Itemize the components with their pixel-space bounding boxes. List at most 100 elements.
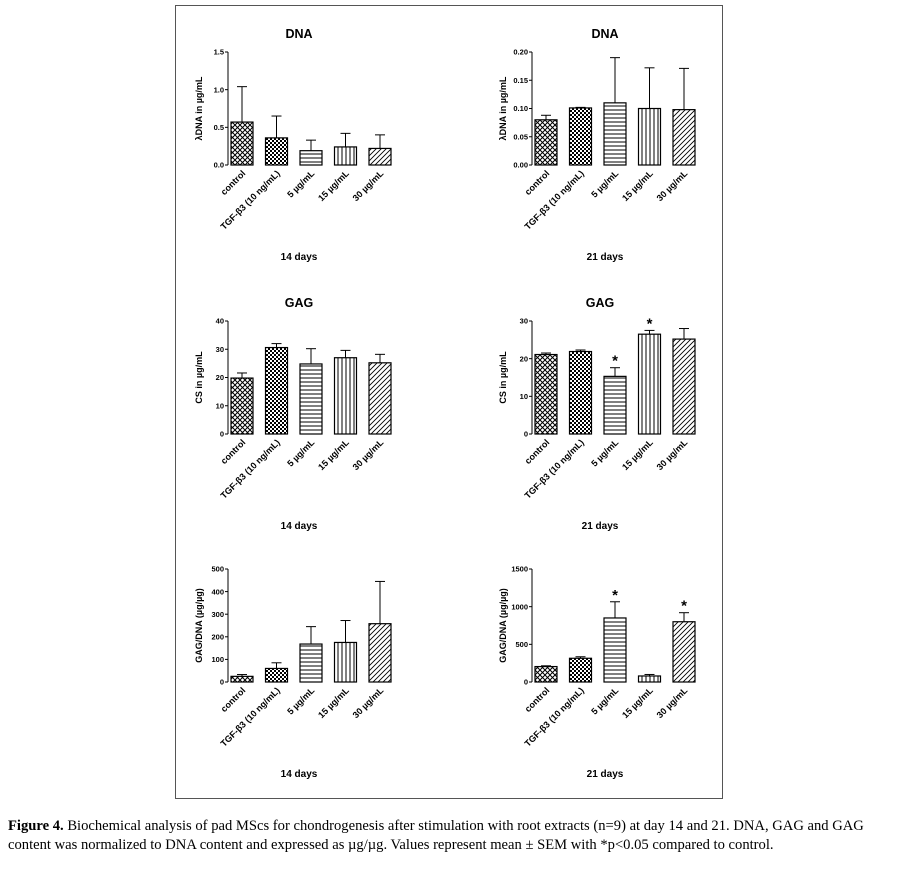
category-label: 5 µg/mL bbox=[589, 168, 621, 200]
bar bbox=[368, 147, 392, 166]
significance-marker: * bbox=[647, 315, 653, 332]
bar bbox=[333, 357, 358, 435]
category-label: 15 µg/mL bbox=[316, 168, 351, 203]
category-label: 30 µg/mL bbox=[655, 168, 690, 203]
bar bbox=[534, 119, 558, 166]
chart-title: GAG bbox=[586, 296, 614, 310]
y-tick-label: 0.0 bbox=[214, 161, 224, 170]
category-label: 15 µg/mL bbox=[620, 168, 655, 203]
y-tick-label: 0.05 bbox=[513, 132, 528, 141]
category-label: 15 µg/mL bbox=[620, 437, 655, 472]
bar bbox=[368, 623, 392, 683]
bar bbox=[637, 107, 662, 166]
y-tick-label: 20 bbox=[216, 373, 224, 382]
category-label: 5 µg/mL bbox=[285, 168, 317, 200]
y-axis-label: λDNA in µg/mL bbox=[498, 76, 508, 140]
y-tick-label: 0 bbox=[220, 678, 224, 687]
category-label: 5 µg/mL bbox=[285, 437, 317, 469]
y-axis-label: CS in µg/mL bbox=[194, 351, 204, 404]
bar bbox=[333, 641, 358, 683]
significance-marker: * bbox=[612, 587, 618, 604]
category-label: 5 µg/mL bbox=[589, 685, 621, 717]
y-tick-label: 0 bbox=[220, 430, 224, 439]
y-tick-label: 500 bbox=[211, 565, 224, 574]
bar bbox=[534, 353, 558, 435]
chart-gag-dna-21-days: 0 500 1000 1500 GAG/DNA (µg/µg) controlTGF-β3… bbox=[498, 565, 696, 780]
bar bbox=[264, 667, 289, 683]
category-label: 5 µg/mL bbox=[589, 437, 621, 469]
category-label: TGF-β3 (10 ng/mL) bbox=[523, 437, 586, 500]
bar bbox=[333, 146, 358, 166]
bar bbox=[230, 377, 254, 435]
bar bbox=[603, 617, 627, 683]
chart-title: GAG bbox=[285, 296, 313, 310]
bar bbox=[672, 338, 696, 435]
category-label: TGF-β3 (10 ng/mL) bbox=[219, 685, 282, 748]
x-axis-caption: 21 days bbox=[587, 769, 624, 780]
chart-dna-14-days: DNA 0.0 0.5 1.0 1.5 λDNA in µg/mL controlTGF-β… bbox=[194, 27, 392, 263]
category-label: 30 µg/mL bbox=[351, 685, 386, 720]
category-label: 30 µg/mL bbox=[655, 685, 690, 720]
bar bbox=[299, 150, 323, 166]
y-tick-label: 500 bbox=[515, 640, 528, 649]
caption-label: Figure 4. bbox=[8, 818, 64, 834]
significance-marker: * bbox=[681, 598, 687, 615]
bar bbox=[568, 350, 593, 435]
figure-caption: Figure 4. Biochemical analysis of pad MS… bbox=[8, 817, 898, 855]
bar bbox=[299, 643, 323, 683]
y-tick-label: 0.10 bbox=[513, 104, 528, 113]
y-tick-label: 100 bbox=[211, 655, 224, 664]
y-tick-label: 30 bbox=[520, 317, 528, 326]
y-axis-label: GAG/DNA (µg/µg) bbox=[498, 588, 508, 663]
chart-title: DNA bbox=[591, 27, 618, 41]
bar bbox=[264, 346, 289, 435]
chart-dna-21-days: DNA 0.00 0.05 0.10 0.15 0.20 λDNA in µg/mL cont… bbox=[498, 27, 696, 263]
bar bbox=[672, 109, 696, 166]
significance-marker: * bbox=[612, 353, 618, 370]
y-tick-label: 30 bbox=[216, 345, 224, 354]
category-label: 30 µg/mL bbox=[351, 168, 386, 203]
category-label: 15 µg/mL bbox=[620, 685, 655, 720]
category-label: 5 µg/mL bbox=[285, 685, 317, 717]
category-label: control bbox=[219, 685, 248, 714]
y-tick-label: 10 bbox=[216, 401, 224, 410]
y-tick-label: 40 bbox=[216, 317, 224, 326]
x-axis-caption: 14 days bbox=[281, 769, 318, 780]
bar bbox=[299, 363, 323, 435]
y-tick-label: 20 bbox=[520, 354, 528, 363]
category-label: TGF-β3 (10 ng/mL) bbox=[523, 168, 586, 231]
category-label: control bbox=[523, 168, 552, 197]
bar bbox=[230, 675, 254, 683]
chart-title: DNA bbox=[285, 27, 312, 41]
chart-gag-dna-14-days: 0 100 200 300 400 500 GAG/DNA (µg/µg) controlTG… bbox=[194, 565, 392, 780]
bar bbox=[603, 375, 627, 435]
y-axis-label: CS in µg/mL bbox=[498, 351, 508, 404]
category-label: control bbox=[523, 437, 552, 466]
y-tick-label: 0 bbox=[524, 678, 528, 687]
category-label: TGF-β3 (10 ng/mL) bbox=[523, 685, 586, 748]
y-tick-label: 0.15 bbox=[513, 76, 528, 85]
category-label: control bbox=[219, 168, 248, 197]
bar bbox=[230, 121, 254, 166]
category-label: TGF-β3 (10 ng/mL) bbox=[219, 168, 282, 231]
x-axis-caption: 21 days bbox=[587, 252, 624, 263]
category-label: TGF-β3 (10 ng/mL) bbox=[219, 437, 282, 500]
y-tick-label: 1.5 bbox=[214, 48, 224, 57]
category-label: 15 µg/mL bbox=[316, 437, 351, 472]
y-tick-label: 1500 bbox=[511, 565, 528, 574]
x-axis-caption: 14 days bbox=[281, 521, 318, 532]
category-label: 15 µg/mL bbox=[316, 685, 351, 720]
caption-text: Biochemical analysis of pad MScs for cho… bbox=[8, 818, 864, 853]
bar bbox=[264, 137, 289, 166]
category-label: 30 µg/mL bbox=[351, 437, 386, 472]
y-tick-label: 0 bbox=[524, 430, 528, 439]
y-tick-label: 10 bbox=[520, 392, 528, 401]
category-label: 30 µg/mL bbox=[655, 437, 690, 472]
bar bbox=[603, 102, 627, 166]
y-tick-label: 400 bbox=[211, 587, 224, 596]
y-tick-label: 1000 bbox=[511, 602, 528, 611]
x-axis-caption: 14 days bbox=[281, 252, 318, 263]
